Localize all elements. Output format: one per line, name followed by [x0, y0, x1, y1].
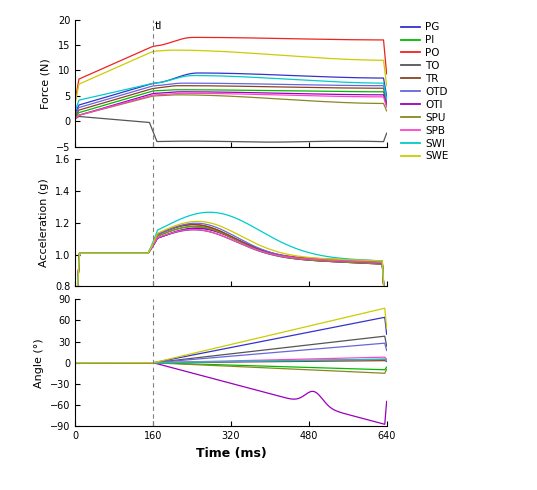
X-axis label: Time (ms): Time (ms)	[195, 447, 266, 460]
Y-axis label: Force (N): Force (N)	[40, 58, 50, 108]
Y-axis label: Angle (°): Angle (°)	[34, 338, 45, 388]
Text: tl: tl	[155, 21, 163, 30]
Legend: PG, PI, PO, TO, TR, OTD, OTI, SPU, SPB, SWI, SWE: PG, PI, PO, TO, TR, OTD, OTI, SPU, SPB, …	[401, 22, 448, 161]
Y-axis label: Acceleration (g): Acceleration (g)	[39, 178, 49, 268]
